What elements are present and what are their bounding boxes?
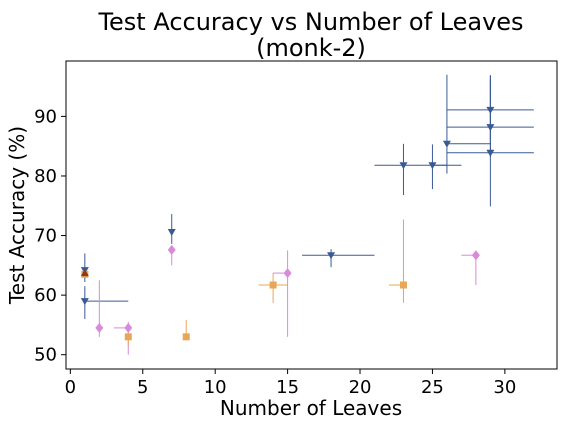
y-axis-label: Test Accuracy (%)	[5, 126, 29, 305]
chart-title-line-2: (monk-2)	[256, 34, 366, 62]
data-point	[471, 250, 480, 261]
data-point	[124, 333, 132, 341]
plot-frame	[65, 60, 558, 370]
data-point	[124, 322, 133, 333]
x-tick-label: 5	[137, 377, 148, 398]
data-point	[182, 333, 190, 341]
data-point	[167, 244, 176, 255]
data-point	[399, 281, 407, 289]
data-point	[283, 268, 292, 279]
axis-ticks: 0 5 10 15 20 25 30 50 60 70 80 90	[34, 106, 516, 398]
data-point	[327, 252, 336, 260]
data-point	[486, 149, 495, 157]
data-point	[167, 228, 176, 236]
y-tick-label: 80	[34, 166, 57, 187]
x-tick-label: 25	[421, 377, 444, 398]
y-tick-label: 70	[34, 226, 57, 247]
data-point	[80, 298, 89, 306]
x-tick-label: 0	[65, 377, 76, 398]
x-tick-label: 15	[276, 377, 299, 398]
y-tick-label: 60	[34, 285, 57, 306]
data-point	[486, 124, 495, 132]
data-point	[80, 269, 89, 277]
data-point	[428, 162, 437, 170]
x-tick-label: 20	[349, 377, 372, 398]
data-point	[95, 322, 104, 333]
data-point	[442, 140, 451, 148]
error-bars	[84, 74, 534, 355]
chart-title-line-1: Test Accuracy vs Number of Leaves	[97, 8, 523, 36]
x-axis-label: Number of Leaves	[220, 396, 402, 420]
x-tick-label: 30	[493, 377, 516, 398]
y-tick-label: 50	[34, 345, 57, 366]
y-tick-label: 90	[34, 106, 57, 127]
data-point	[269, 281, 277, 289]
x-tick-label: 10	[204, 377, 227, 398]
data-point	[399, 162, 408, 170]
data-point	[486, 106, 495, 114]
data-markers	[80, 106, 495, 341]
